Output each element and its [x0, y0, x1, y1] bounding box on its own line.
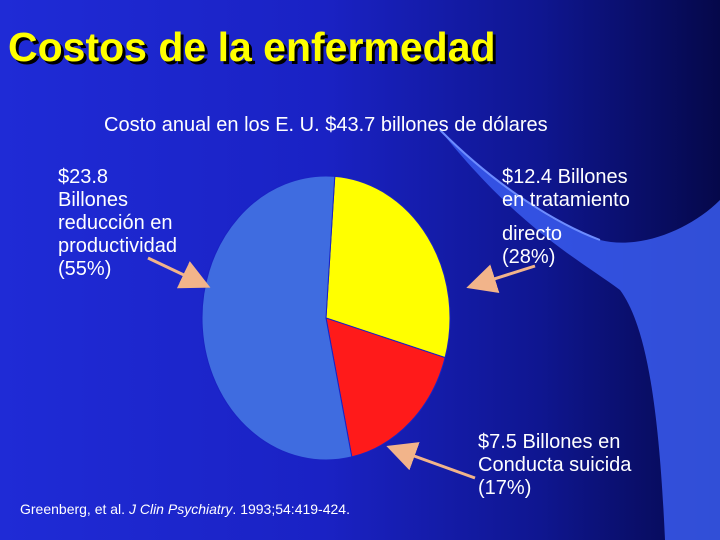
citation-authors: Greenberg, et al. [20, 501, 129, 517]
slide-title: Costos de la enfermedad [8, 24, 496, 70]
arrow-suicide [386, 442, 476, 480]
slice-label-suicide: $7.5 Billones en Conducta suicida (17%) [478, 431, 632, 499]
arrow-productivity [147, 256, 211, 289]
citation-journal: J Clin Psychiatry [128, 501, 233, 517]
slice-label-treatment-top: $12.4 Billones en tratamiento [502, 166, 630, 211]
slice-label-treatment-bottom: directo (28%) [502, 223, 563, 268]
chart-subtitle: Costo anual en los E. U. $43.7 billones … [104, 114, 548, 136]
slice-label-productivity: $23.8 Billones reducción en productivida… [58, 166, 177, 280]
pie-slice-treatment [325, 175, 451, 359]
citation: Greenberg, et al. J Clin Psychiatry. 199… [20, 501, 350, 517]
pie-slice-suicide [325, 317, 446, 458]
citation-details: . 1993;54:419-424. [232, 501, 350, 517]
arrow-treatment [466, 264, 536, 294]
pie-slice-productivity [201, 175, 353, 461]
